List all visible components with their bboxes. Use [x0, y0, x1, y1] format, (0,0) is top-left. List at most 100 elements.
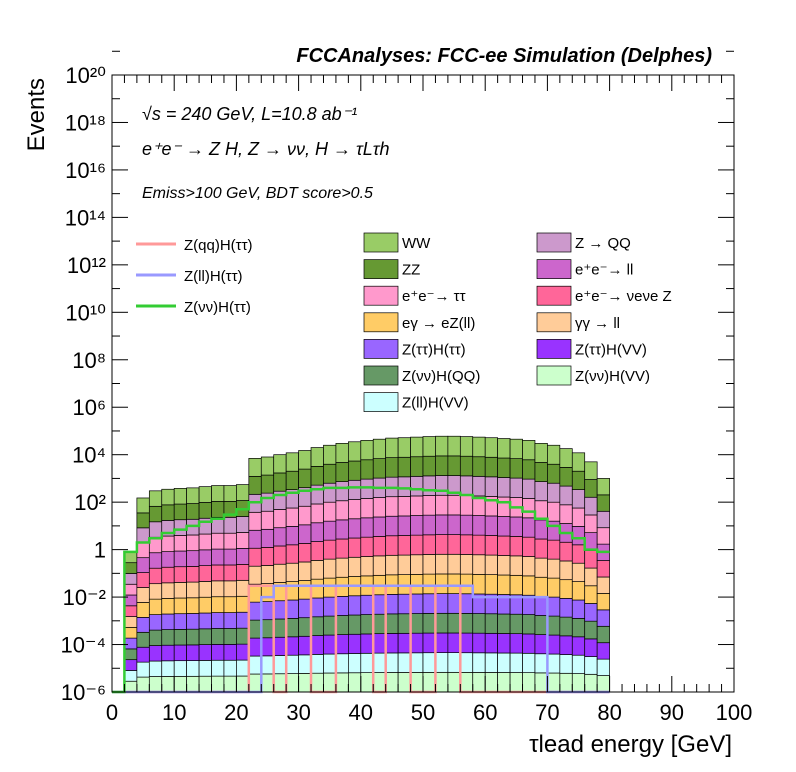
bar-20-layer-12: [360, 440, 374, 461]
bar-18-layer-10: [335, 481, 349, 502]
bar-22-layer-6: [385, 554, 399, 576]
bar-22-layer-9: [385, 496, 399, 517]
bar-2-layer-7: [136, 572, 150, 588]
bar-34-layer-11: [534, 462, 548, 482]
bar-29-layer-8: [472, 515, 486, 536]
bar-22-layer-2: [385, 633, 399, 654]
bar-18-layer-2: [335, 634, 349, 655]
bar-38-layer-1: [584, 656, 598, 675]
bar-34-layer-6: [534, 557, 548, 578]
bar-16-layer-5: [310, 578, 324, 599]
legend-right-box-5: [536, 365, 572, 386]
bar-8-layer-9: [211, 532, 225, 550]
bar-7-layer-1: [198, 660, 212, 677]
bar-17-layer-10: [323, 482, 337, 503]
bar-9-layer-2: [223, 644, 237, 661]
x-tick-label: 20: [224, 700, 248, 725]
bar-39-layer-2: [596, 642, 610, 660]
bar-38-layer-6: [584, 567, 598, 587]
bar-6-layer-0: [186, 675, 200, 693]
bar-21-layer-9: [372, 497, 387, 518]
bar-27-layer-2: [447, 632, 461, 654]
bar-27-layer-0: [447, 671, 461, 693]
bar-17-layer-9: [323, 501, 337, 522]
bar-35-layer-3: [547, 615, 561, 636]
bar-5-layer-10: [173, 519, 187, 536]
bar-16-layer-12: [310, 447, 324, 467]
bar-1-layer-0: [124, 680, 138, 693]
x-tick-label: 10: [162, 700, 186, 725]
bar-30-layer-12: [484, 437, 498, 458]
bar-29-layer-5: [472, 574, 486, 595]
y-tick-label: 10¹⁶: [65, 158, 106, 183]
legend-mid-label-4: Z(ττ)H(ττ): [402, 341, 466, 358]
bar-8-layer-8: [211, 548, 225, 566]
bar-18-layer-6: [335, 557, 349, 578]
bar-34-layer-3: [534, 615, 548, 635]
bar-34-layer-4: [534, 596, 548, 616]
bar-9-layer-6: [223, 580, 237, 598]
bar-12-layer-7: [260, 547, 275, 566]
bar-2-layer-1: [136, 661, 150, 678]
bar-26-layer-4: [435, 593, 449, 614]
bar-21-layer-1: [372, 652, 387, 673]
bar-34-layer-1: [534, 653, 548, 674]
bar-17-layer-1: [323, 653, 337, 674]
bar-1-layer-2: [124, 659, 138, 671]
bar-15-layer-6: [298, 561, 312, 581]
bar-13-layer-1: [273, 655, 287, 675]
legend-mid-label-1: ZZ: [402, 262, 420, 279]
bar-9-layer-8: [223, 548, 237, 566]
bar-28-layer-12: [459, 436, 474, 457]
bar-6-layer-4: [186, 613, 200, 630]
bar-27-layer-1: [447, 652, 461, 673]
bar-30-layer-3: [484, 613, 498, 634]
bar-13-layer-0: [273, 673, 287, 693]
bar-3-layer-3: [148, 629, 163, 646]
bar-4-layer-3: [161, 629, 175, 646]
bar-35-layer-0: [547, 672, 561, 693]
bar-20-layer-8: [360, 517, 374, 538]
bar-37-layer-11: [571, 470, 586, 490]
bar-6-layer-1: [186, 660, 200, 677]
bar-17-layer-6: [323, 558, 337, 579]
bar-31-layer-5: [497, 574, 511, 595]
bar-5-layer-9: [173, 535, 187, 552]
bar-21-layer-11: [372, 458, 387, 479]
bar-11-layer-4: [248, 601, 262, 621]
bar-31-layer-11: [497, 457, 511, 478]
bar-19-layer-12: [348, 441, 362, 462]
bar-33-layer-10: [522, 478, 536, 499]
bar-12-layer-4: [260, 601, 275, 621]
bar-6-layer-2: [186, 644, 200, 661]
bar-13-layer-11: [273, 472, 287, 492]
bar-5-layer-6: [173, 582, 187, 599]
bar-6-layer-3: [186, 628, 200, 646]
bar-9-layer-3: [223, 628, 237, 645]
bar-27-layer-11: [447, 455, 461, 476]
bar-29-layer-10: [472, 475, 486, 497]
bar-12-layer-1: [260, 655, 275, 675]
info-process: e⁺e⁻ → Z H, Z → νν, H → τLτh: [142, 139, 390, 159]
signal-line-2: [112, 486, 610, 694]
bar-37-layer-8: [571, 526, 586, 546]
legend-mid-box-6: [363, 392, 399, 412]
bar-27-layer-8: [447, 514, 461, 535]
y-tick-label: 10⁻⁴: [60, 633, 106, 658]
legend-mid-label-0: WW: [402, 235, 431, 252]
legend-right-label-2: e⁺e⁻→ νeνe Z: [575, 288, 672, 305]
bar-9-layer-4: [223, 612, 237, 629]
bar-14-layer-11: [285, 470, 299, 490]
bar-39-layer-4: [596, 609, 610, 627]
bar-14-layer-4: [285, 599, 299, 619]
bar-39-layer-3: [596, 625, 610, 644]
bar-8-layer-2: [211, 644, 225, 661]
bar-28-layer-10: [459, 475, 474, 496]
bar-14-layer-6: [285, 562, 299, 582]
bar-13-layer-12: [273, 454, 287, 474]
bar-20-layer-9: [360, 498, 374, 519]
bar-11-layer-1: [248, 655, 262, 675]
bar-39-layer-1: [596, 658, 610, 676]
bar-15-layer-8: [298, 524, 312, 544]
bar-14-layer-0: [285, 673, 299, 693]
